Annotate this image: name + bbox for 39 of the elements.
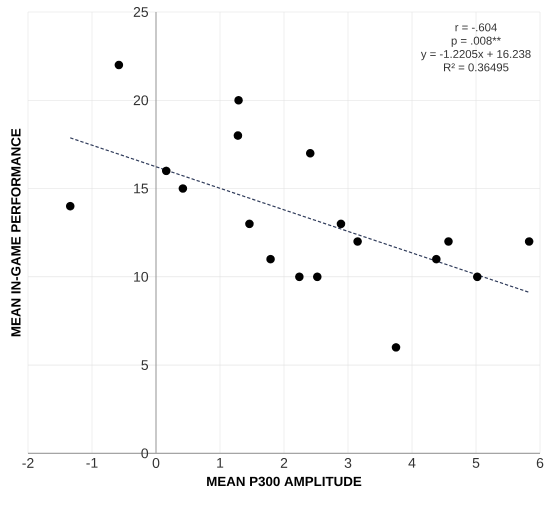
x-tick-label: 3 — [344, 458, 352, 468]
x-tick-label: 6 — [536, 458, 544, 468]
x-tick-label: 1 — [217, 458, 224, 468]
y-tick-label: 0 — [141, 448, 148, 458]
x-tick-label: 0 — [152, 458, 160, 468]
x-tick-label: 4 — [408, 458, 416, 468]
point — [66, 202, 75, 210]
y-tick-label: 15 — [134, 184, 148, 194]
annotation: p = .008** — [452, 36, 501, 47]
point — [266, 254, 275, 264]
point — [234, 131, 242, 140]
point — [178, 184, 188, 193]
y-tick-label: 5 — [141, 360, 148, 370]
annotation: R² = 0.36495 — [444, 63, 508, 72]
point — [313, 272, 322, 282]
point — [114, 60, 124, 70]
y-tick-label: 10 — [134, 272, 148, 282]
point — [295, 272, 304, 282]
point — [245, 220, 254, 228]
point — [432, 254, 441, 264]
point — [473, 272, 482, 282]
annotation: y = -1.2205x + 16.238 — [420, 50, 531, 60]
point — [234, 96, 243, 105]
y-axis-title: MEAN IN-GAME PERFORMANCE — [11, 128, 21, 336]
point — [336, 220, 346, 228]
y-tick-label: 20 — [134, 95, 148, 106]
x-tick-label: 2 — [280, 458, 288, 468]
point — [524, 237, 534, 246]
annotation: r = -.604 — [455, 23, 497, 32]
x-tick-label: 5 — [472, 458, 480, 468]
point — [162, 166, 171, 176]
x-tick-label: -1 — [86, 458, 98, 468]
point — [353, 237, 362, 246]
point — [392, 343, 400, 352]
point — [306, 148, 315, 158]
x-axis-title: MEAN P300 AMPLITUDE — [207, 476, 362, 486]
y-tick-label: 25 — [134, 7, 148, 17]
point — [444, 237, 453, 246]
x-tick-label: -2 — [22, 458, 34, 468]
